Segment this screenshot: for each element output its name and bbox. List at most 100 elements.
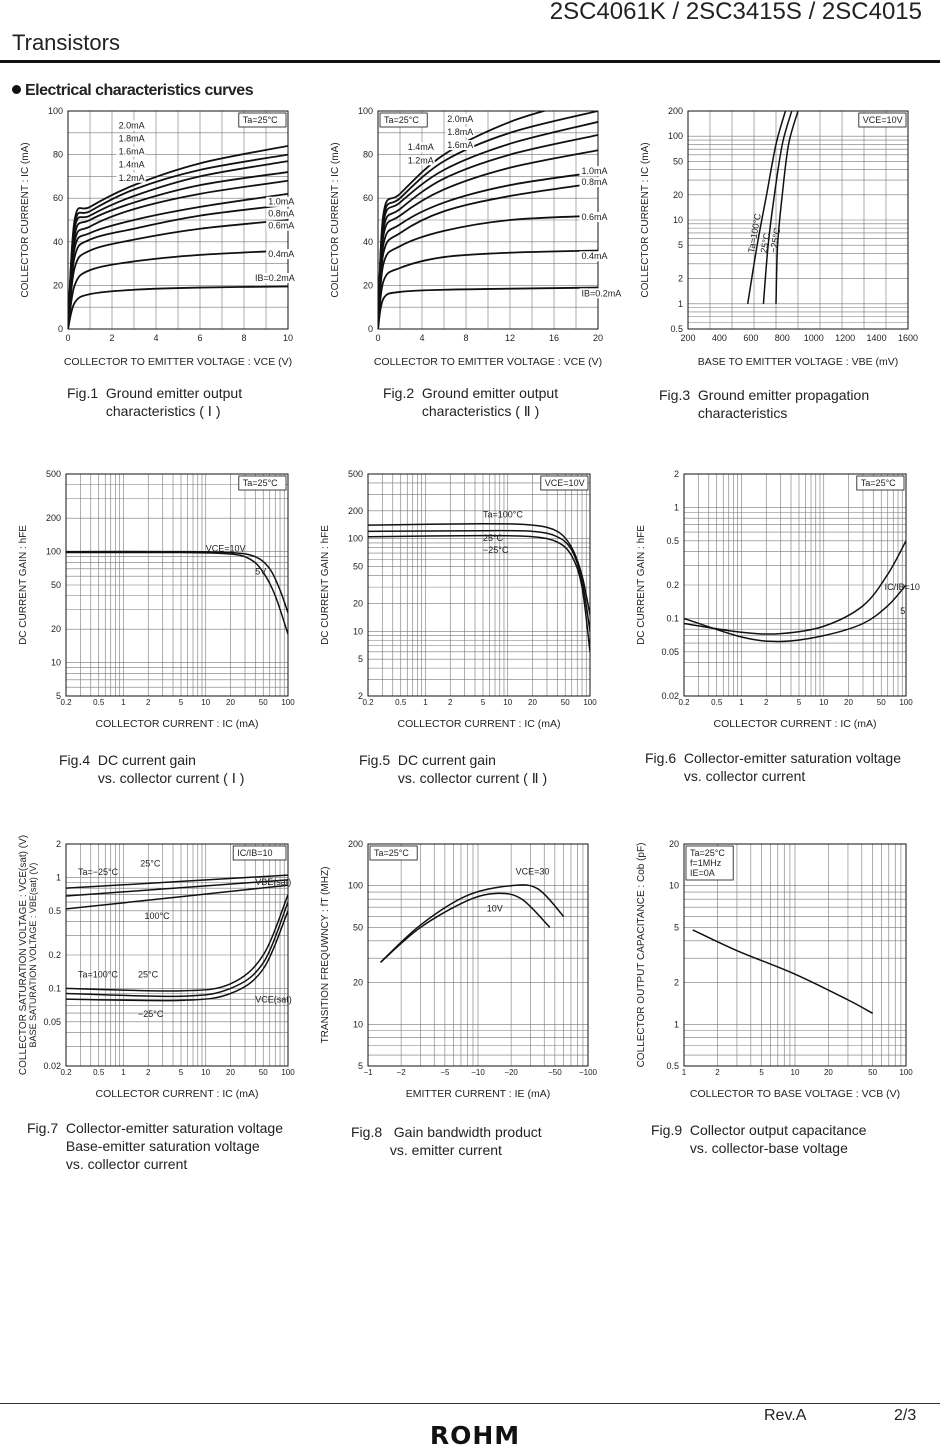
x-tick-label: 1000 bbox=[804, 333, 824, 343]
series-label: IB=0.2mA bbox=[582, 288, 622, 298]
x-tick-label: 0 bbox=[65, 333, 70, 343]
series-label-bg bbox=[116, 159, 146, 170]
condition-box bbox=[238, 475, 287, 491]
series-label: 0.4mA bbox=[582, 251, 608, 261]
series-label: IB=0.2mA bbox=[255, 273, 295, 283]
series-line bbox=[66, 894, 288, 992]
x-axis-label: COLLECTOR TO BASE VOLTAGE : VCB (V) bbox=[690, 1088, 900, 1100]
series-label: −25°C bbox=[138, 1009, 164, 1019]
x-tick-label: −20 bbox=[504, 1068, 518, 1077]
x-tick-label: 100 bbox=[281, 1068, 295, 1077]
x-axis-label: COLLECTOR TO EMITTER VOLTAGE : VCE (V) bbox=[64, 356, 292, 368]
series-label: 2.0mA bbox=[447, 114, 473, 124]
caption-fig9-line1: Fig.9 Collector output capacitance bbox=[651, 1122, 867, 1138]
y-tick-label: 5 bbox=[56, 691, 61, 701]
y-tick-label: 20 bbox=[353, 978, 363, 988]
series-label: 10V bbox=[487, 904, 503, 914]
x-tick-label: 10 bbox=[283, 333, 293, 343]
y-axis-label: COLLECTOR CURRENT : IC (mA) bbox=[20, 142, 31, 297]
condition-text: Ta=25°C bbox=[243, 478, 278, 488]
y-tick-label: 1 bbox=[674, 502, 679, 512]
caption-fig4-line2: vs. collector current ( Ⅰ ) bbox=[59, 770, 245, 786]
series-line bbox=[66, 874, 288, 889]
y-tick-label: 5 bbox=[358, 654, 363, 664]
condition-box bbox=[685, 845, 734, 881]
x-tick-label: 6 bbox=[197, 333, 202, 343]
x-tick-label: 100 bbox=[899, 1068, 913, 1077]
x-tick-label: 4 bbox=[419, 333, 424, 343]
x-tick-label: 0.5 bbox=[395, 698, 407, 707]
x-tick-label: 20 bbox=[226, 698, 235, 707]
y-tick-label: 10 bbox=[673, 215, 683, 225]
x-tick-label: 100 bbox=[583, 698, 597, 707]
series-label: 1.4mA bbox=[408, 142, 434, 152]
y-tick-label: 0.1 bbox=[48, 983, 61, 993]
x-tick-label: 50 bbox=[259, 1068, 268, 1077]
fig2-chart: 0 4 8 12 16 20 0 20 40 60 80 100 COLLECTOR TO EMITTE… bbox=[330, 106, 625, 368]
series-label: 1.6mA bbox=[447, 140, 473, 150]
y-tick-label: 50 bbox=[673, 156, 683, 166]
y-tick-label: 5 bbox=[358, 1061, 363, 1071]
series-label-bg bbox=[116, 172, 146, 183]
x-tick-label: 12 bbox=[505, 333, 515, 343]
caption-fig7-line1: Fig.7 Collector-emitter saturation volta… bbox=[27, 1120, 283, 1136]
condition-text: IE=0A bbox=[690, 868, 715, 878]
y-tick-label: 40 bbox=[363, 237, 373, 247]
series-label: VCE(sat) bbox=[255, 994, 292, 1004]
y-tick-label: 0.5 bbox=[666, 1061, 679, 1071]
fig8-chart: −1 −2 −5 −10 −20 −50 −100 5 10 20 50 100 200 EMITTER … bbox=[320, 839, 598, 1100]
x-tick-label: 20 bbox=[593, 333, 603, 343]
series-line bbox=[68, 219, 288, 329]
caption-fig6: Fig.6 Collector-emitter saturation volta… bbox=[645, 749, 901, 785]
y-tick-label: 0.05 bbox=[43, 1017, 61, 1027]
x-tick-label: 10 bbox=[201, 1068, 210, 1077]
caption-fig7-line3: vs. collector current bbox=[27, 1156, 188, 1172]
x-tick-label: 5 bbox=[481, 698, 486, 707]
series-line bbox=[378, 214, 598, 329]
x-axis-label: COLLECTOR CURRENT : IC (mA) bbox=[96, 718, 259, 730]
series-label: 2.0mA bbox=[119, 120, 145, 130]
series-line bbox=[66, 550, 288, 614]
x-tick-label: 0.2 bbox=[60, 1068, 72, 1077]
series-line bbox=[66, 879, 288, 897]
series-line bbox=[66, 901, 288, 998]
series-label: VCE=30 bbox=[516, 867, 550, 877]
part-number-header: 2SC4061K / 2SC3415S / 2SC4015 bbox=[549, 0, 922, 25]
header-rule bbox=[0, 60, 940, 63]
y-tick-label: 10 bbox=[51, 658, 61, 668]
x-tick-label: 5 bbox=[179, 1068, 184, 1077]
y-tick-label: 0.05 bbox=[661, 647, 679, 657]
condition-box bbox=[858, 112, 907, 128]
fig6-curves bbox=[684, 540, 906, 643]
condition-box bbox=[369, 845, 418, 861]
series-label: Ta=100°C bbox=[78, 970, 118, 980]
y-tick-label: 20 bbox=[51, 624, 61, 634]
series-label-bg bbox=[445, 140, 475, 151]
fig4-grid bbox=[65, 473, 289, 697]
condition-box bbox=[540, 475, 589, 491]
condition-text: VCE=10V bbox=[545, 478, 585, 488]
caption-fig7-line2: Base-emitter saturation voltage bbox=[27, 1138, 260, 1154]
x-tick-label: 50 bbox=[561, 698, 570, 707]
series-label-bg bbox=[266, 208, 296, 219]
y-tick-label: 0.2 bbox=[48, 950, 61, 960]
x-tick-label: 20 bbox=[824, 1068, 833, 1077]
x-tick-label: 5 bbox=[759, 1068, 764, 1077]
y-axis-label-2: BASE SATURATION VOLTAGE : VBE(sat) (V) bbox=[28, 863, 38, 1048]
series-label: 1.8mA bbox=[119, 134, 145, 144]
condition-text: VCE=10V bbox=[863, 115, 903, 125]
y-tick-label: 100 bbox=[348, 534, 363, 544]
y-tick-label: 0.02 bbox=[43, 1061, 61, 1071]
x-tick-label: 1 bbox=[682, 1068, 687, 1077]
y-tick-label: 20 bbox=[669, 839, 679, 849]
y-tick-label: 40 bbox=[53, 237, 63, 247]
y-tick-label: 200 bbox=[348, 506, 363, 516]
caption-fig1-line1: Fig.1 Ground emitter output bbox=[67, 385, 243, 401]
caption-fig2-line2: characteristics ( Ⅱ ) bbox=[383, 403, 540, 419]
x-tick-label: 0.2 bbox=[60, 698, 72, 707]
series-line bbox=[68, 249, 288, 329]
y-axis-label: COLLECTOR CURRENT : IC (mA) bbox=[640, 142, 651, 297]
y-tick-label: 100 bbox=[348, 881, 363, 891]
y-tick-label: 10 bbox=[353, 1019, 363, 1029]
series-line bbox=[68, 285, 288, 329]
